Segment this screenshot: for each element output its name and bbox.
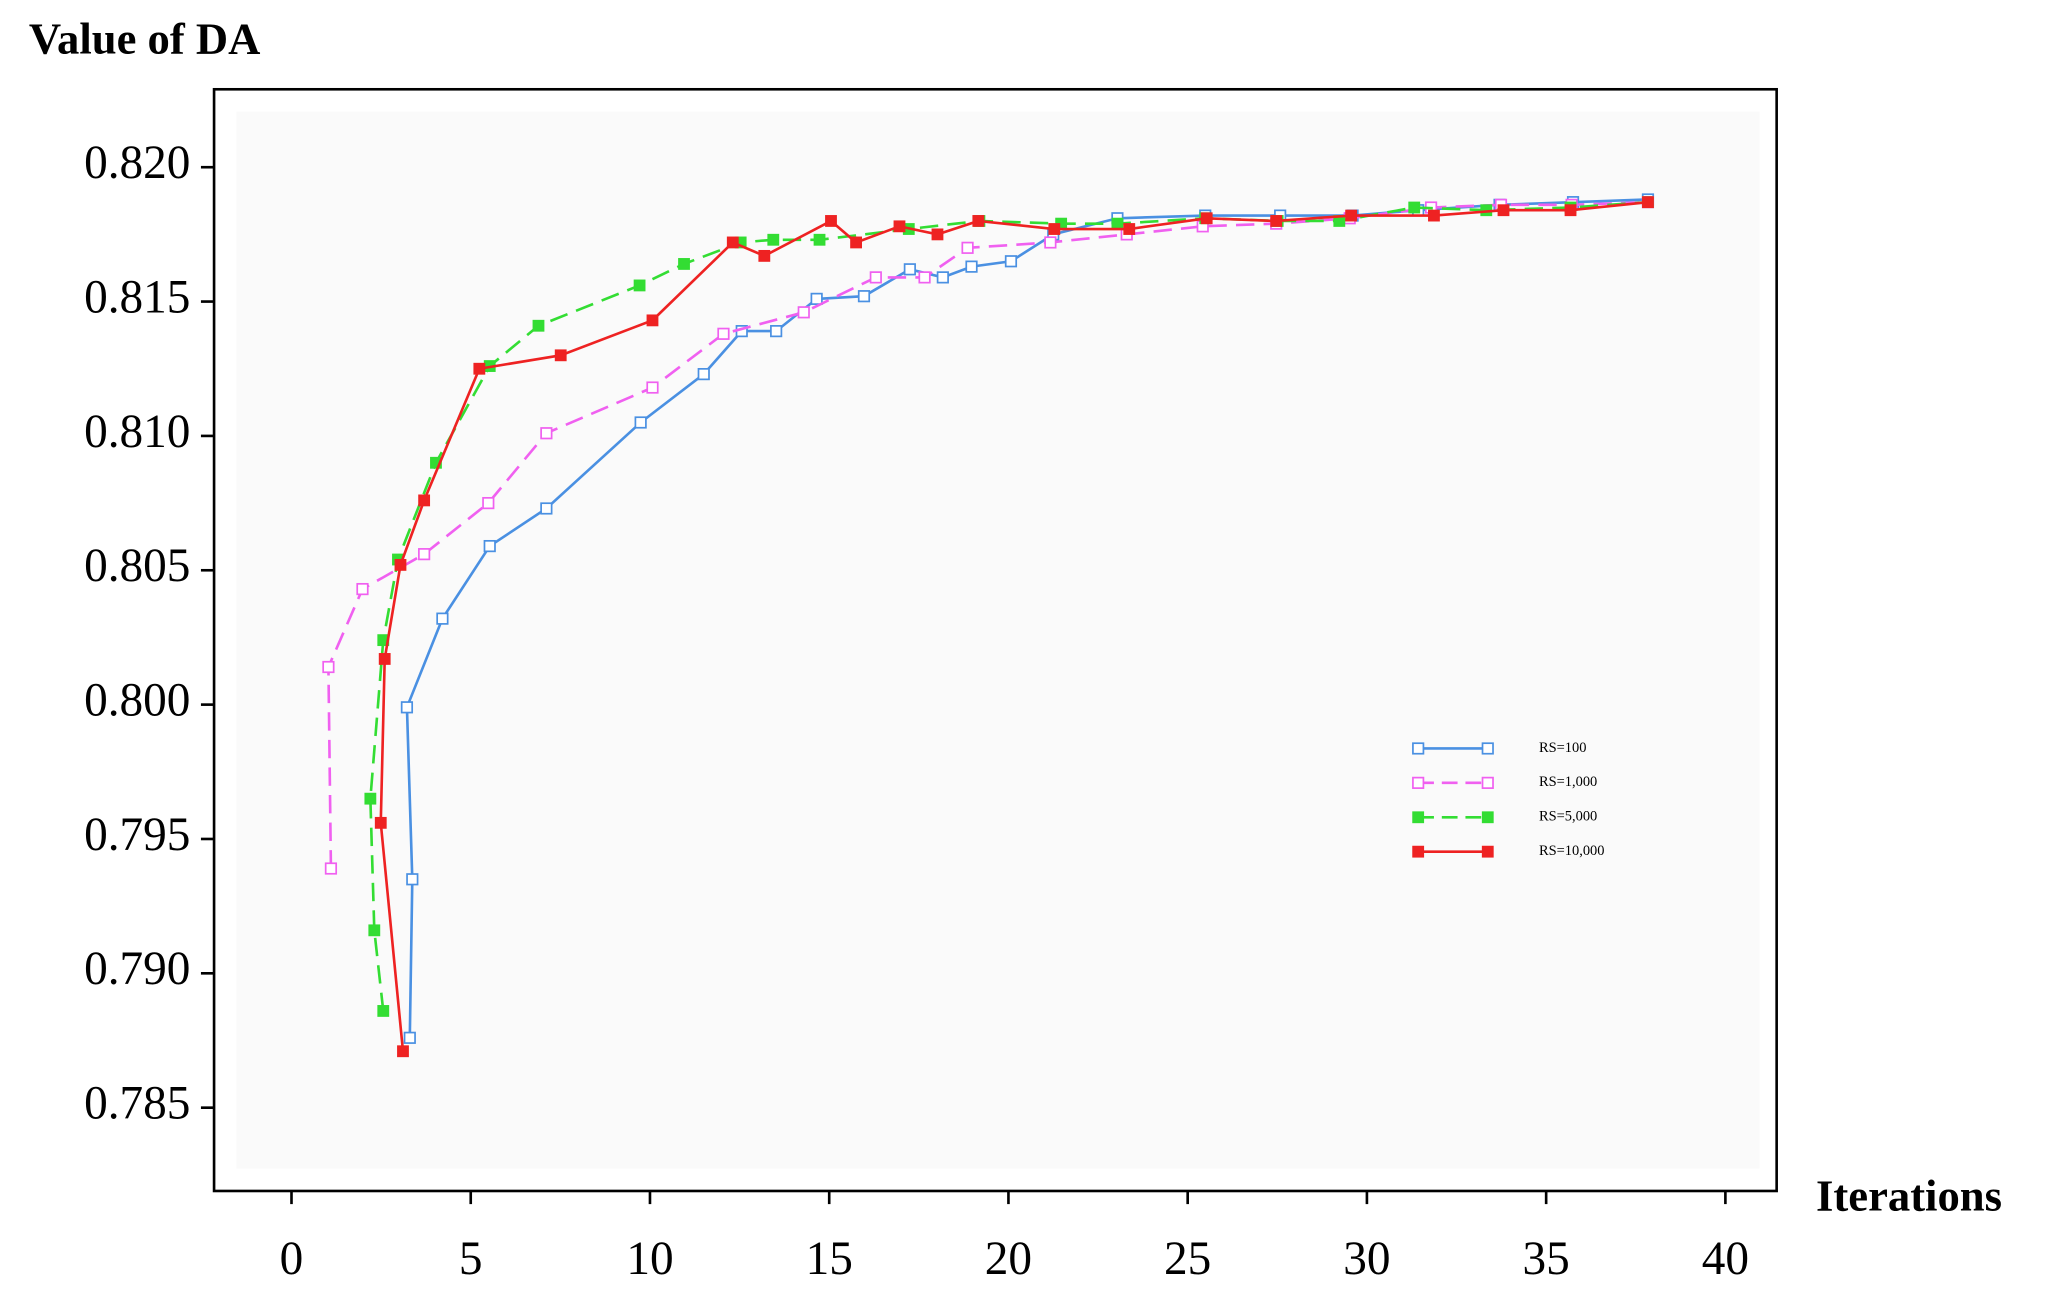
y-tick-label: 0.820	[84, 137, 190, 189]
legend-label: RS=10,000	[1539, 843, 1605, 859]
marker	[646, 381, 659, 394]
marker	[726, 236, 739, 249]
marker	[972, 215, 985, 227]
marker	[797, 306, 810, 319]
marker	[678, 258, 690, 270]
x-tick-label: 25	[1164, 1233, 1211, 1285]
marker	[1048, 223, 1061, 235]
marker	[374, 816, 387, 829]
marker	[813, 233, 826, 246]
series-line	[379, 200, 1649, 1052]
marker	[554, 349, 567, 362]
plot-background	[236, 111, 1760, 1169]
y-tick-label: 0.785	[84, 1078, 190, 1130]
marker	[770, 325, 783, 338]
marker	[869, 271, 882, 284]
marker	[378, 653, 391, 665]
marker	[418, 494, 431, 507]
marker	[532, 319, 545, 332]
marker	[540, 502, 553, 515]
x-tick-label: 15	[806, 1233, 853, 1285]
marker	[1111, 217, 1124, 230]
y-tick-label: 0.795	[84, 809, 190, 861]
y-tick-label: 0.800	[84, 674, 190, 726]
y-axis-label: Value of DA	[29, 14, 260, 64]
marker	[436, 612, 449, 625]
legend-label: RS=1,000	[1539, 774, 1597, 790]
legend-marker	[1481, 776, 1494, 789]
marker	[1270, 215, 1283, 227]
x-tick-label: 0	[280, 1233, 304, 1285]
x-tick-label: 20	[985, 1233, 1032, 1285]
marker	[1564, 204, 1577, 217]
marker	[1200, 212, 1213, 225]
y-tick-label: 0.790	[84, 943, 190, 995]
marker	[324, 862, 338, 875]
marker	[965, 260, 978, 273]
marker	[903, 263, 916, 276]
marker	[1123, 223, 1136, 235]
marker	[394, 558, 407, 571]
marker	[767, 233, 780, 246]
marker	[717, 327, 730, 340]
x-tick-label: 5	[459, 1233, 483, 1285]
marker	[893, 220, 906, 233]
legend-marker	[1412, 742, 1425, 755]
marker	[825, 215, 837, 227]
marker	[646, 314, 659, 327]
marker	[1642, 196, 1654, 209]
marker	[377, 1005, 390, 1017]
marker	[368, 924, 381, 937]
y-tick-label: 0.805	[84, 540, 190, 592]
marker	[406, 873, 419, 886]
marker	[482, 496, 495, 510]
marker	[1004, 255, 1018, 268]
marker	[403, 1031, 416, 1044]
marker	[418, 548, 431, 561]
marker	[540, 427, 553, 440]
legend-marker	[1412, 845, 1425, 858]
marker	[634, 416, 647, 429]
marker	[1408, 201, 1421, 214]
legend-marker	[1481, 811, 1494, 824]
marker	[810, 292, 823, 305]
marker	[322, 660, 335, 674]
marker	[1345, 209, 1358, 222]
y-tick-label: 0.815	[84, 271, 190, 323]
marker	[473, 362, 486, 375]
x-tick-label: 30	[1343, 1233, 1390, 1285]
marker	[356, 582, 369, 596]
marker	[364, 792, 377, 805]
marker	[633, 279, 646, 292]
y-tick-label: 0.810	[84, 406, 190, 458]
plot-frame	[212, 87, 1778, 1193]
marker	[918, 271, 931, 284]
marker	[400, 701, 414, 714]
marker	[936, 271, 949, 284]
legend-label: RS=5,000	[1539, 809, 1597, 825]
marker	[857, 290, 871, 303]
marker	[1497, 204, 1510, 217]
marker	[850, 236, 863, 249]
marker	[1428, 209, 1440, 222]
x-tick-label: 40	[1702, 1233, 1749, 1285]
legend-marker	[1481, 845, 1494, 858]
legend-marker	[1412, 776, 1425, 789]
marker	[931, 228, 944, 241]
marker	[1044, 236, 1057, 249]
marker	[483, 539, 496, 553]
x-tick-label: 35	[1523, 1233, 1570, 1285]
legend-marker	[1481, 742, 1494, 755]
marker	[758, 249, 771, 262]
x-tick-label: 10	[626, 1233, 673, 1285]
marker	[697, 368, 710, 381]
marker	[397, 1045, 409, 1058]
legend-marker	[1412, 811, 1425, 824]
legend-label: RS=100	[1539, 740, 1586, 756]
marker	[961, 241, 974, 254]
x-axis-label: Iterations	[1816, 1170, 2002, 1220]
